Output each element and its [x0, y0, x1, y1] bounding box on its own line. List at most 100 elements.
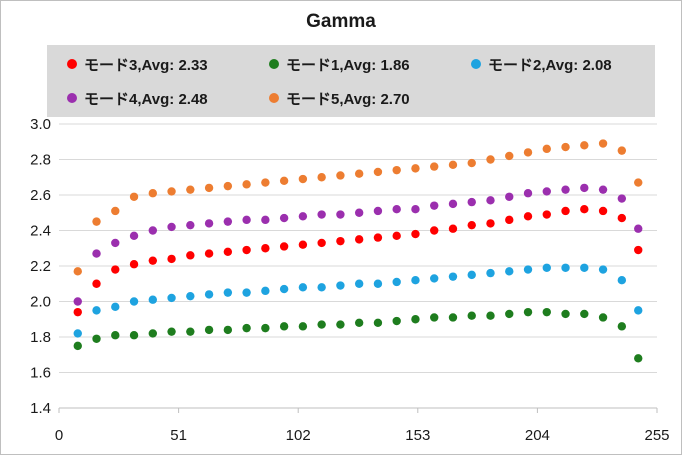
- data-point-series-2: [148, 329, 158, 338]
- data-point-series-1: [73, 307, 82, 317]
- data-point-series-4: [73, 297, 82, 306]
- data-point-series-3: [298, 283, 308, 292]
- data-point-series-1: [204, 249, 214, 258]
- data-point-series-4: [561, 185, 570, 194]
- legend-label-mode1: モード1,Avg: 1.86: [286, 56, 410, 74]
- data-point-series-2: [467, 311, 476, 320]
- data-point-series-4: [279, 213, 289, 223]
- data-point-series-2: [580, 309, 589, 319]
- data-point-series-5: [129, 192, 139, 201]
- legend-marker-mode5: [269, 93, 279, 103]
- data-point-series-4: [92, 249, 101, 258]
- data-point-series-1: [111, 265, 120, 274]
- data-point-series-5: [261, 178, 270, 187]
- data-point-series-4: [598, 185, 608, 194]
- data-point-series-5: [186, 185, 195, 194]
- data-point-series-4: [167, 222, 176, 232]
- data-point-series-2: [279, 322, 289, 331]
- legend-marker-mode2: [471, 59, 481, 69]
- data-point-series-3: [129, 297, 139, 306]
- legend-marker-mode4: [67, 93, 77, 103]
- data-point-series-1: [317, 238, 326, 248]
- data-point-series-1: [336, 236, 345, 246]
- data-point-series-1: [354, 235, 364, 244]
- x-tick-label: 255: [644, 427, 669, 444]
- data-point-series-3: [617, 276, 627, 285]
- y-tick-label: 3.0: [30, 116, 51, 133]
- data-point-series-2: [73, 341, 82, 351]
- data-point-series-2: [617, 322, 627, 331]
- data-point-series-1: [542, 210, 551, 219]
- data-point-series-5: [298, 174, 308, 184]
- data-point-series-3: [111, 302, 120, 312]
- data-point-series-4: [317, 210, 326, 219]
- data-point-series-4: [448, 199, 458, 209]
- data-point-series-3: [92, 306, 101, 315]
- legend-item-mode4: モード4,Avg: 2.48: [67, 87, 208, 109]
- data-point-series-1: [448, 224, 458, 233]
- data-point-series-4: [617, 194, 627, 203]
- legend-marker-mode3: [67, 59, 77, 69]
- y-tick-label: 2.2: [30, 258, 51, 275]
- data-point-series-4: [580, 183, 589, 193]
- data-point-series-5: [73, 267, 82, 276]
- data-point-series-2: [186, 327, 195, 336]
- data-point-series-2: [542, 307, 551, 317]
- data-point-series-2: [298, 322, 308, 331]
- data-point-series-3: [167, 293, 176, 303]
- data-point-series-2: [392, 316, 401, 326]
- data-point-series-3: [467, 270, 476, 280]
- data-point-series-4: [242, 215, 251, 225]
- data-point-series-1: [148, 256, 158, 265]
- data-point-series-1: [298, 240, 308, 249]
- data-point-series-3: [542, 263, 551, 272]
- data-point-series-4: [298, 212, 308, 221]
- data-point-series-1: [598, 206, 608, 216]
- data-point-series-5: [411, 164, 420, 173]
- data-point-series-5: [430, 162, 439, 171]
- data-point-series-2: [486, 311, 495, 320]
- data-point-series-4: [111, 238, 120, 248]
- data-point-series-1: [467, 220, 476, 230]
- data-point-series-5: [354, 169, 364, 178]
- data-point-series-5: [111, 206, 120, 216]
- x-tick-label: 51: [170, 427, 187, 444]
- data-point-series-1: [580, 205, 589, 214]
- data-point-series-4: [467, 197, 476, 207]
- data-point-series-3: [242, 288, 251, 297]
- data-point-series-4: [129, 231, 139, 241]
- data-point-series-4: [354, 208, 364, 217]
- data-point-series-5: [542, 144, 551, 154]
- data-point-series-3: [411, 276, 420, 285]
- data-point-series-5: [617, 146, 627, 155]
- data-point-series-1: [523, 212, 533, 221]
- data-point-series-4: [486, 196, 495, 205]
- data-point-series-1: [261, 244, 270, 253]
- data-point-series-1: [373, 233, 383, 242]
- data-point-series-4: [186, 220, 195, 230]
- data-point-series-2: [598, 313, 608, 322]
- legend-item-mode5: モード5,Avg: 2.70: [269, 87, 410, 109]
- data-point-series-4: [411, 205, 420, 214]
- data-point-series-5: [204, 183, 214, 193]
- x-tick-label: 102: [286, 427, 311, 444]
- data-point-series-3: [317, 283, 326, 292]
- data-point-series-1: [486, 219, 495, 228]
- data-point-series-5: [373, 167, 383, 177]
- data-point-series-3: [430, 274, 439, 283]
- legend-label-mode4: モード4,Avg: 2.48: [84, 90, 208, 108]
- data-point-series-3: [392, 277, 401, 287]
- data-point-series-5: [223, 181, 233, 191]
- data-point-series-5: [279, 176, 289, 185]
- x-tick-label: 0: [55, 427, 63, 444]
- data-point-series-1: [505, 215, 514, 225]
- data-point-series-3: [580, 263, 589, 272]
- data-point-series-4: [542, 187, 551, 196]
- legend-marker-mode1: [269, 59, 279, 69]
- data-point-series-5: [92, 217, 101, 226]
- data-point-series-5: [598, 139, 608, 148]
- data-point-series-3: [204, 290, 214, 299]
- data-point-series-4: [392, 205, 401, 214]
- legend-label-mode2: モード2,Avg: 2.08: [488, 56, 612, 74]
- data-point-series-4: [634, 224, 643, 233]
